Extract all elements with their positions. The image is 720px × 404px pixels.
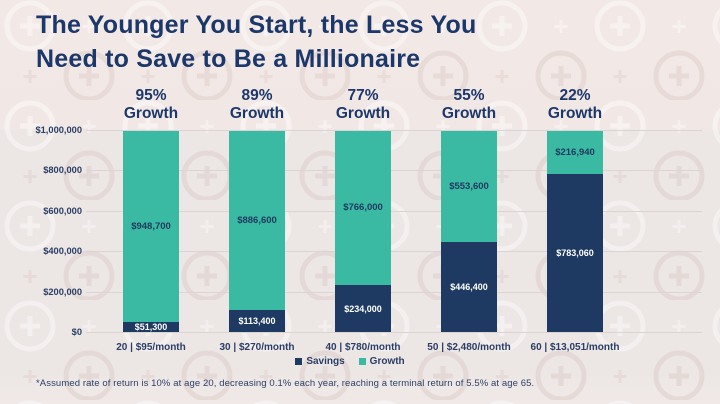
chart-title-line2: Need to Save to Be a Millionaire bbox=[36, 45, 421, 73]
growth-percent-header-line: Growth bbox=[123, 104, 179, 122]
gridline bbox=[86, 130, 702, 131]
growth-percent-header: 89% Growth bbox=[204, 87, 310, 122]
growth-percent-header: 77% Growth bbox=[310, 87, 416, 122]
growth-percent-header-line: 77% bbox=[347, 87, 379, 104]
y-axis-label: $1,000,000 bbox=[35, 125, 82, 135]
growth-swatch-icon bbox=[358, 358, 366, 365]
growth-bar-segment: $553,600 bbox=[441, 130, 497, 243]
legend-savings-label: Savings bbox=[306, 356, 345, 367]
savings-swatch-icon bbox=[295, 358, 303, 365]
savings-value-label: $113,400 bbox=[238, 316, 276, 327]
legend-growth-label: Growth bbox=[369, 356, 405, 367]
y-axis-label: $400,000 bbox=[43, 246, 82, 257]
x-axis-label: 40 | $780/month bbox=[325, 342, 401, 353]
x-axis-label: 60 | $13,051/month bbox=[530, 342, 620, 353]
savings-bar-segment: $783,060 bbox=[547, 174, 603, 333]
growth-percent-header-line: 89% bbox=[241, 87, 273, 104]
growth-percent-header-line: Growth bbox=[441, 104, 497, 122]
gridline bbox=[86, 291, 702, 293]
savings-bar-segment: $234,000 bbox=[335, 285, 391, 333]
growth-bar-segment: $886,600 bbox=[229, 130, 285, 310]
savings-value-label: $234,000 bbox=[344, 303, 382, 314]
y-axis-label: $0 bbox=[71, 327, 82, 337]
gridline bbox=[86, 251, 702, 253]
x-axis-label: 30 | $270/month bbox=[219, 342, 295, 353]
chart-title-line1: The Younger You Start, the Less You bbox=[36, 11, 477, 39]
growth-percent-header-line: Growth bbox=[229, 104, 285, 122]
y-axis-label: $600,000 bbox=[43, 205, 82, 216]
growth-value-label: $886,600 bbox=[237, 214, 277, 226]
x-axis-label: 50 | $2,480/month bbox=[427, 342, 511, 353]
growth-value-label: $553,600 bbox=[449, 180, 489, 192]
growth-value-label: $216,940 bbox=[555, 146, 595, 158]
growth-percent-header-line: 22% bbox=[559, 87, 591, 104]
growth-value-label: $948,700 bbox=[131, 220, 171, 232]
growth-bar-segment: $948,700 bbox=[123, 130, 179, 323]
growth-percent-header-line: Growth bbox=[547, 104, 603, 122]
growth-percent-header: 22% Growth bbox=[522, 87, 628, 122]
legend: Savings Growth bbox=[0, 356, 700, 367]
savings-bar-segment: $446,400 bbox=[441, 242, 497, 333]
savings-bar-segment: $113,400 bbox=[229, 309, 285, 333]
footnote: *Assumed rate of return is 10% at age 20… bbox=[36, 378, 535, 389]
savings-bar-segment: $51,300 bbox=[123, 322, 179, 333]
gridline bbox=[86, 210, 702, 212]
growth-bar-segment: $216,940 bbox=[547, 130, 603, 175]
growth-value-label: $766,000 bbox=[343, 202, 383, 214]
chart-title: The Younger You Start, the Less You Need… bbox=[36, 8, 476, 76]
x-axis-label: 20 | $95/month bbox=[116, 342, 186, 353]
growth-percent-header: 55% Growth bbox=[416, 87, 522, 122]
y-axis-label: $800,000 bbox=[43, 165, 82, 176]
gridline bbox=[86, 332, 702, 333]
legend-item-growth: Growth bbox=[358, 356, 405, 367]
savings-value-label: $783,060 bbox=[556, 248, 594, 259]
savings-value-label: $51,300 bbox=[134, 322, 168, 333]
growth-percent-header-line: Growth bbox=[335, 104, 391, 122]
gridline bbox=[86, 170, 702, 172]
growth-percent-header-line: 55% bbox=[453, 87, 485, 104]
savings-value-label: $446,400 bbox=[450, 282, 488, 293]
y-axis-label: $200,000 bbox=[43, 286, 82, 297]
growth-percent-header: 95% Growth bbox=[98, 87, 204, 122]
growth-bar-segment: $766,000 bbox=[335, 130, 391, 286]
growth-percent-header-line: 95% bbox=[135, 87, 167, 104]
legend-item-savings: Savings bbox=[295, 356, 345, 367]
